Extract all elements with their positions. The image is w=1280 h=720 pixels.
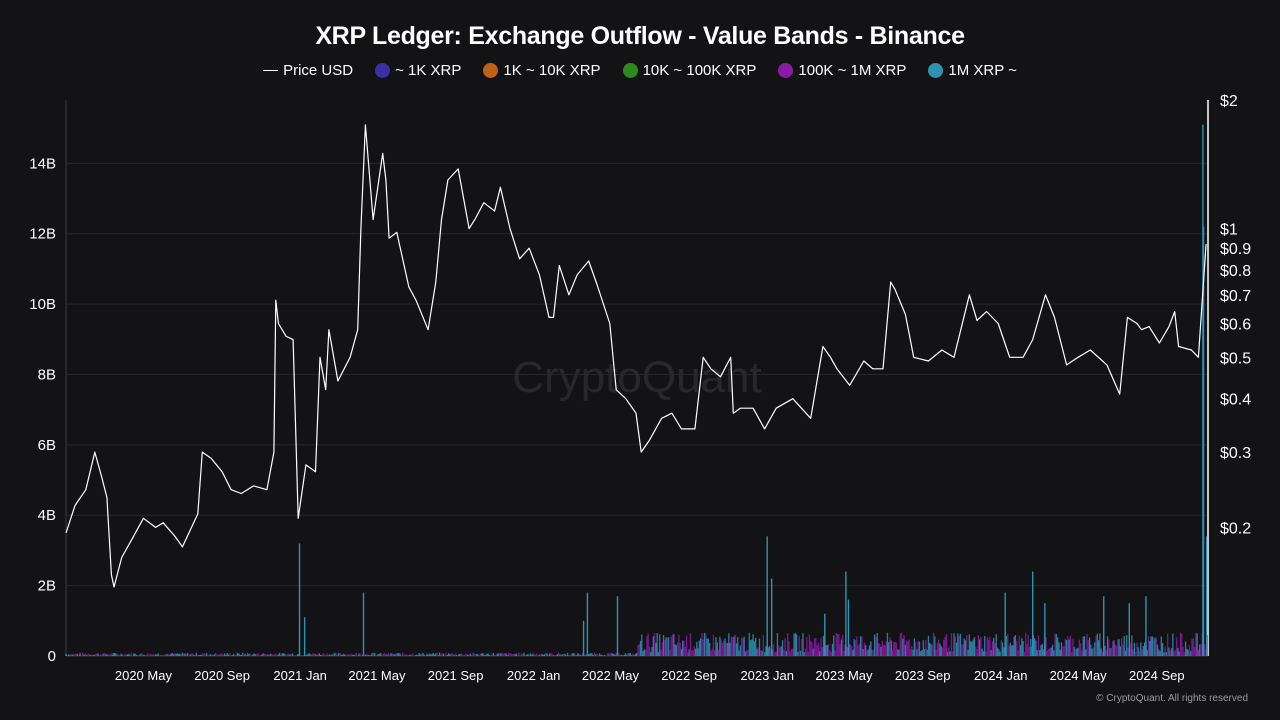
x-tick-label: 2021 Sep: [428, 668, 484, 683]
x-tick-label: 2022 Jan: [507, 668, 561, 683]
legend-item-price[interactable]: Price USD: [263, 62, 353, 79]
legend-label-band-10k-100k: 10K ~ 100K XRP: [642, 62, 757, 79]
legend-dot-band-100k-1m: [778, 63, 794, 78]
y-left-tick-label: 14B: [29, 155, 56, 172]
y-right-tick-label: $1: [1220, 222, 1238, 239]
x-tick-label: 2021 May: [348, 668, 406, 683]
y-right-tick-label: $0.6: [1220, 316, 1251, 333]
legend-label-band-100k-1m: 100K ~ 1M XRP: [798, 62, 907, 79]
price-line: [65, 124, 1207, 588]
x-tick-label: 2020 Sep: [194, 668, 250, 683]
legend-item-band-100k-1m[interactable]: 100K ~ 1M XRP: [778, 62, 906, 79]
legend-item-band-10k-100k[interactable]: 10K ~ 100K XRP: [622, 62, 757, 79]
y-right-tick-label: $0.2: [1220, 520, 1251, 537]
legend-dot-band-10k-100k: [622, 63, 638, 78]
y-right-tick-label: $2: [1220, 93, 1238, 110]
x-tick-label: 2024 May: [1050, 668, 1108, 683]
y-left-tick-label: 12B: [29, 226, 56, 243]
legend-item-band-1k-10k[interactable]: 1K ~ 10K XRP: [483, 62, 601, 79]
y-right-tick-label: $0.8: [1220, 263, 1251, 280]
y-left-tick-label: 0: [48, 648, 56, 665]
legend-label-band-1k: ~ 1K XRP: [395, 62, 462, 79]
legend-label-band-1k-10k: 1K ~ 10K XRP: [503, 62, 601, 79]
x-tick-label: 2023 Sep: [895, 668, 951, 683]
x-tick-label: 2024 Jan: [974, 668, 1028, 683]
legend-label-price: Price USD: [283, 62, 354, 79]
watermark: CryptoQuant: [512, 353, 761, 402]
legend-dot-band-1m: [928, 63, 944, 78]
x-tick-label: 2022 Sep: [661, 668, 717, 683]
legend-dot-band-1k: [375, 63, 391, 78]
chart-legend: Price USD ~ 1K XRP 1K ~ 10K XRP 10K ~ 10…: [0, 62, 1280, 79]
x-tick-label: 2023 Jan: [740, 668, 794, 683]
y-left-tick-label: 4B: [38, 507, 56, 524]
copyright-credit: © CryptoQuant. All rights reserved: [1096, 693, 1248, 704]
y-left-tick-label: 10B: [29, 296, 56, 313]
legend-line-price: [263, 70, 279, 71]
y-left-tick-label: 2B: [38, 578, 56, 595]
chart-title: XRP Ledger: Exchange Outflow - Value Ban…: [315, 22, 965, 50]
x-tick-label: 2024 Sep: [1129, 668, 1185, 683]
x-tick-label: 2021 Jan: [273, 668, 327, 683]
y-left-tick-label: 8B: [38, 366, 56, 383]
legend-item-band-1k[interactable]: ~ 1K XRP: [375, 62, 461, 79]
y-right-tick-label: $0.3: [1220, 445, 1251, 462]
y-right-tick-label: $0.4: [1220, 392, 1251, 409]
x-tick-label: 2023 May: [815, 668, 873, 683]
legend-item-band-1m[interactable]: 1M XRP ~: [928, 62, 1017, 79]
y-right-tick-label: $0.9: [1220, 241, 1251, 258]
y-right-tick-label: $0.7: [1220, 288, 1251, 305]
legend-dot-band-1k-10k: [483, 63, 499, 78]
y-right-tick-label: $0.5: [1220, 350, 1251, 367]
y-left-tick-label: 6B: [38, 437, 56, 454]
x-tick-label: 2022 May: [582, 668, 640, 683]
x-tick-label: 2020 May: [115, 668, 173, 683]
legend-label-band-1m: 1M XRP ~: [948, 62, 1017, 79]
